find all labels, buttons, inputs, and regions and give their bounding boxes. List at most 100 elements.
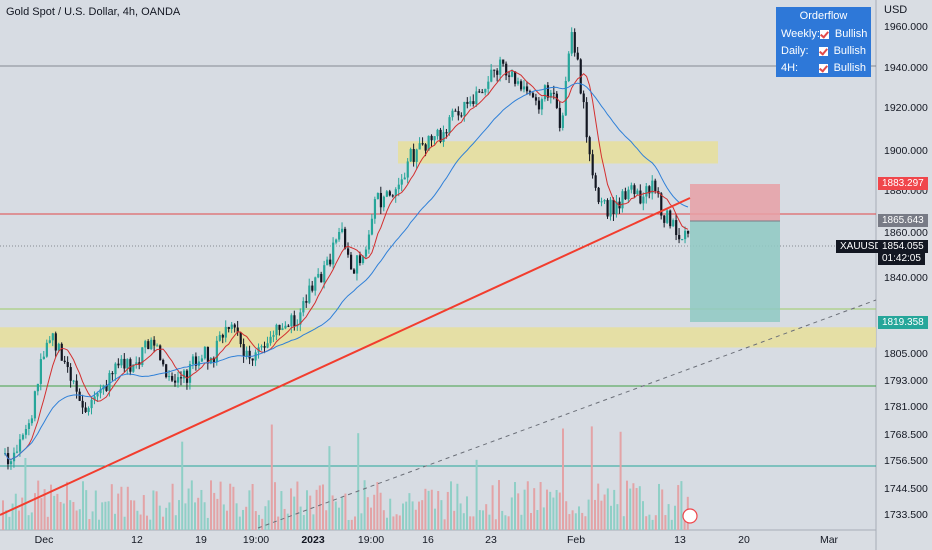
volume-bar [277, 516, 280, 530]
volume-bar [642, 501, 644, 530]
volume-bar [520, 514, 523, 530]
candle-body [505, 63, 508, 76]
volume-bar [453, 510, 456, 530]
candle-body [141, 347, 144, 366]
volume-bar [600, 500, 603, 530]
candle-body [200, 358, 204, 362]
candle-body [9, 461, 13, 465]
volume-bar [568, 514, 571, 530]
candle-body [78, 391, 81, 401]
volume-bar [75, 510, 78, 530]
volume-bar [408, 493, 411, 530]
volume-bar [450, 481, 452, 530]
volume-bar [664, 515, 667, 530]
volume-bar [510, 497, 513, 530]
candle-body [666, 210, 669, 223]
checkbox-icon [818, 46, 828, 56]
volume-bar [386, 517, 388, 530]
volume-bar [677, 485, 680, 530]
price-tick-label: 1744.500 [884, 483, 928, 495]
volume-bar [14, 493, 17, 530]
candle-body [594, 175, 597, 188]
volume-bar [315, 489, 318, 530]
candle-body [570, 32, 573, 54]
currency-label: USD [884, 4, 908, 16]
candle-body [84, 407, 87, 412]
candle-body [48, 340, 51, 343]
orderflow-label: Weekly: [781, 28, 820, 40]
candle-body [138, 362, 141, 366]
volume-bar [325, 510, 328, 530]
candle-body [251, 358, 254, 361]
candle-body [475, 91, 478, 104]
candle-body [367, 234, 371, 250]
volume-bar [37, 480, 40, 530]
price-tick-label: 1768.500 [884, 429, 928, 441]
volume-bar [274, 482, 276, 530]
volume-bar [462, 513, 465, 530]
candle-body [341, 228, 344, 232]
orderflow-row-4h: 4H: Bullish [776, 60, 871, 77]
price-tick-label: 1900.000 [884, 145, 928, 157]
volume-bar [578, 506, 580, 530]
volume-bar [142, 495, 145, 530]
volume-bar [555, 489, 558, 530]
candle-body [385, 191, 388, 197]
candle-body [182, 370, 186, 379]
countdown-badge: 01:42:05 [878, 252, 925, 265]
volume-bar [226, 510, 228, 530]
candle-body [615, 201, 618, 214]
candle-body [326, 259, 329, 266]
candle-body [293, 315, 296, 327]
volume-bar [418, 501, 420, 530]
candle-body [430, 135, 433, 141]
candle-body [27, 423, 31, 429]
candle-body [54, 333, 57, 351]
candle-body [355, 255, 359, 274]
volume-bar [53, 495, 56, 530]
supply-demand-zone [0, 327, 876, 348]
candle-body [347, 248, 350, 255]
candle-body [487, 81, 490, 89]
volume-bar [158, 505, 161, 530]
candle-body [522, 86, 526, 90]
candle-body [179, 377, 183, 379]
volume-bar [629, 488, 632, 530]
candle-body [33, 391, 37, 419]
volume-bar [674, 505, 676, 530]
price-tick-label: 1860.000 [884, 227, 928, 239]
candle-body [218, 334, 221, 341]
candle-body [147, 341, 150, 350]
volume-bar [62, 503, 65, 530]
volume-bar [171, 483, 174, 530]
supply-demand-zone [398, 141, 718, 164]
volume-bar [123, 516, 126, 530]
orderflow-value: Bullish [834, 28, 868, 40]
volume-bar [219, 481, 222, 530]
candle-body [224, 326, 227, 338]
volume-bar [670, 519, 673, 530]
candle-body [406, 161, 409, 178]
candle-body [645, 186, 648, 197]
volume-bar [136, 510, 139, 530]
volume-bar [299, 506, 302, 530]
volume-bar [149, 519, 152, 530]
candle-body [400, 179, 403, 185]
candle-body [174, 380, 177, 383]
orderflow-title: Orderflow [799, 10, 848, 22]
candle-body [111, 373, 114, 375]
candle-body [162, 359, 165, 365]
candle-body [99, 389, 102, 394]
volume-bar [94, 490, 97, 530]
candle-body [573, 32, 576, 53]
volume-bar [558, 492, 561, 530]
candle-body [606, 200, 609, 217]
volume-bar [229, 483, 232, 530]
volume-bar [286, 513, 289, 530]
candle-body [191, 356, 195, 365]
volume-bar [613, 489, 616, 530]
orderflow-panel: Orderflow Weekly: Bullish Daily: Bullish… [776, 7, 871, 77]
candle-body [502, 59, 505, 64]
